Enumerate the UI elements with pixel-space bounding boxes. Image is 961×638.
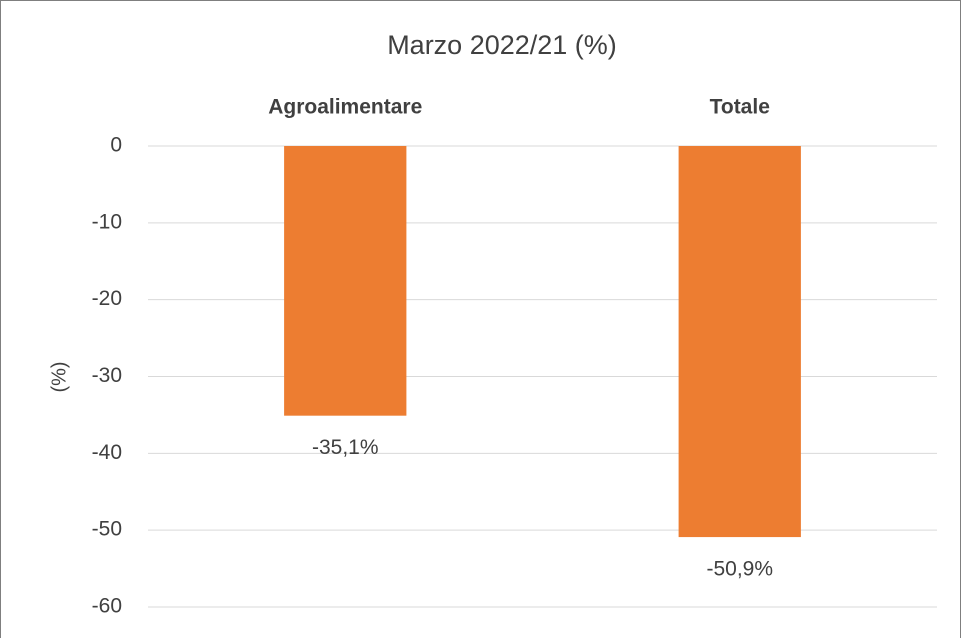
y-tick-label: -50 (92, 518, 122, 541)
y-tick-label: -30 (92, 364, 122, 387)
x-tick-label: Agroalimentare (268, 96, 422, 119)
y-tick-label: -10 (92, 210, 122, 233)
y-tick-label: 0 (110, 134, 122, 157)
y-tick-label: -60 (92, 595, 122, 618)
y-tick-label: -40 (92, 441, 122, 464)
value-label: -50,9% (706, 558, 773, 581)
chart-title: Marzo 2022/21 (%) (387, 30, 617, 60)
bar (678, 146, 801, 538)
y-tick-label: -20 (92, 287, 122, 310)
value-label: -35,1% (312, 436, 379, 459)
y-axis-label: (%) (48, 361, 70, 392)
bar (284, 146, 407, 416)
x-tick-label: Totale (710, 96, 770, 119)
